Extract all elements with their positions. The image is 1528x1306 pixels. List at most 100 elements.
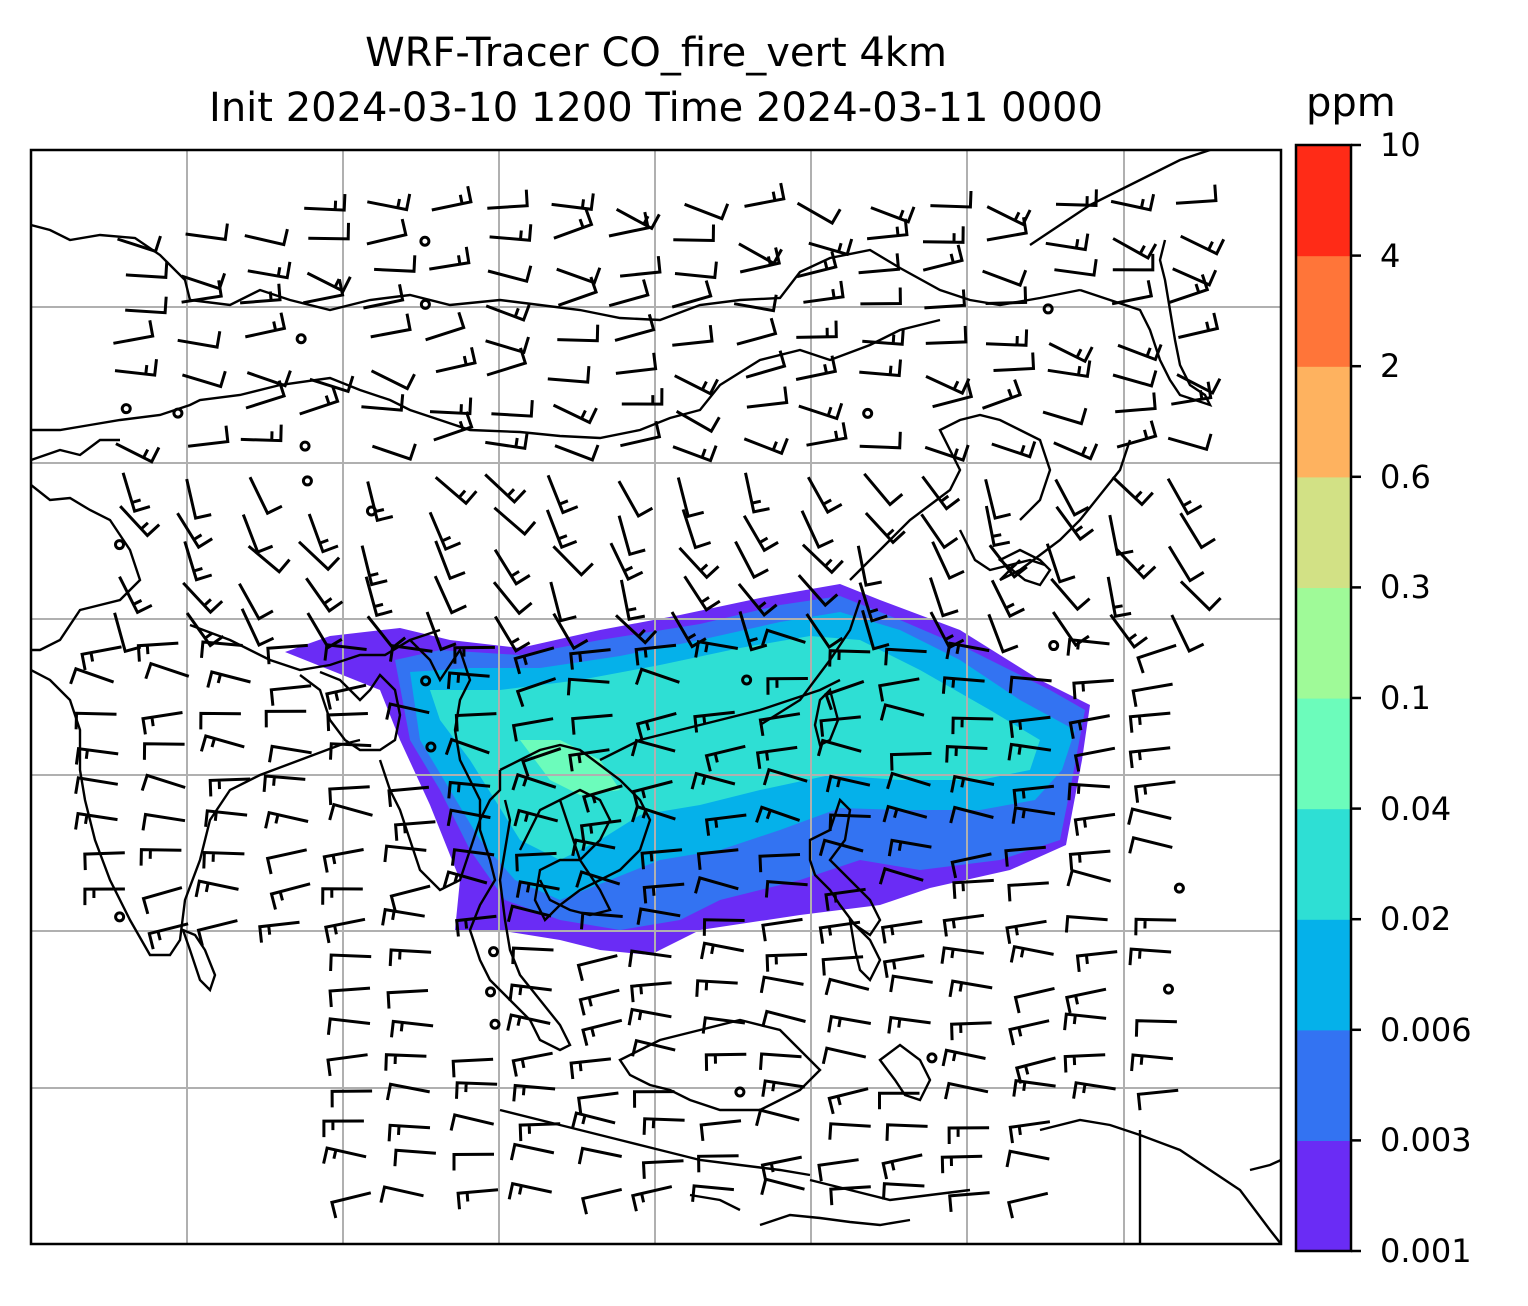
wind-barb [177, 331, 222, 349]
wind-barb [181, 370, 227, 389]
wind-barb [269, 882, 311, 910]
wind-barb [511, 1051, 553, 1077]
wind-barb [322, 1146, 367, 1164]
wind-barb [303, 279, 345, 305]
wind-barb [551, 193, 595, 211]
wind-barb [761, 1009, 806, 1028]
wind-barb [636, 907, 681, 925]
wind-barb [696, 848, 739, 870]
wind-barb [452, 1152, 495, 1171]
colorbar-swatch [1296, 145, 1351, 257]
wind-barb [827, 1087, 869, 1115]
wind-barb [366, 218, 408, 246]
wind-barb [196, 919, 238, 947]
wind-barb [553, 208, 594, 240]
wind-barb [326, 712, 368, 732]
map-frame [29, 148, 1283, 1246]
wind-barb [931, 541, 965, 580]
wind-barb [619, 255, 662, 278]
wind-barb [676, 477, 705, 519]
wind-barb [1007, 881, 1049, 902]
calm-wind-circle [301, 475, 313, 487]
wind-barb [1005, 1149, 1050, 1168]
wind-barb [882, 1182, 925, 1200]
wind-barb [244, 312, 287, 339]
wind-barb [379, 1185, 424, 1203]
wind-barb [866, 218, 909, 241]
calm-wind-circle [1173, 882, 1185, 894]
wind-barb [882, 804, 928, 823]
wind-barb [922, 226, 965, 244]
wind-barb [951, 716, 994, 735]
wind-barb [509, 1142, 555, 1161]
wind-barb [879, 703, 925, 721]
wind-barb [442, 870, 488, 888]
wind-barb [266, 643, 308, 665]
wind-barb [631, 1185, 673, 1212]
wind-barb [886, 771, 931, 790]
wind-barb [1007, 742, 1052, 761]
wind-barb [630, 738, 676, 757]
wind-barb [986, 205, 1032, 227]
wind-barb [860, 287, 902, 306]
wind-barb [734, 540, 769, 580]
wind-barb [515, 880, 560, 898]
wind-barb [113, 612, 142, 654]
wind-barb [1055, 505, 1095, 542]
calm-wind-circle [420, 675, 432, 687]
wind-barb [240, 424, 283, 443]
wind-barb [582, 784, 623, 813]
wind-barb [1072, 1081, 1116, 1099]
wind-barb [761, 628, 806, 646]
colorbar-tick-label: 0.04 [1380, 789, 1452, 828]
wind-barb [383, 844, 427, 863]
wind-barb [258, 920, 300, 943]
wind-barb [511, 772, 557, 791]
wind-barb [1063, 1012, 1107, 1031]
wind-barb [1134, 1019, 1177, 1037]
wind-barb [74, 811, 118, 830]
wind-barb [1051, 611, 1090, 648]
wind-barb [381, 907, 425, 926]
wind-barb [206, 670, 251, 688]
wind-barb [803, 280, 845, 304]
wind-barb [329, 742, 372, 760]
wind-barb [1136, 1088, 1179, 1111]
wind-barb [1172, 267, 1218, 287]
wind-barb [119, 505, 161, 538]
wind-barb [1112, 370, 1158, 388]
wind-barb [930, 190, 973, 209]
wind-barb [1112, 253, 1155, 272]
wind-barb [182, 581, 224, 615]
wind-barb [674, 261, 718, 280]
wind-barb [299, 385, 340, 416]
wind-barb [1053, 441, 1099, 461]
wind-barb [795, 355, 838, 381]
wind-barb [922, 244, 964, 272]
wind-barb [367, 193, 412, 212]
wind-barb [1066, 868, 1112, 887]
wind-barb [455, 1081, 498, 1099]
wind-barb [141, 711, 183, 735]
wind-barb [924, 444, 970, 463]
wind-barb [521, 747, 562, 778]
wind-barb [764, 879, 808, 898]
wind-barb [208, 777, 251, 797]
wind-barb [991, 441, 1037, 459]
wind-barb [628, 949, 672, 968]
wind-barb [393, 820, 436, 841]
wind-barb [862, 328, 905, 346]
wind-barb [444, 737, 490, 756]
wind-barb [579, 819, 622, 842]
wind-barb [642, 882, 685, 904]
calm-wind-circle [1042, 303, 1054, 315]
wind-barb [370, 369, 416, 391]
wind-barb [390, 1019, 434, 1038]
wind-barb [74, 711, 117, 730]
map-title-line1: WRF-Tracer CO_fire_vert 4km [365, 30, 947, 76]
wind-barb [1011, 806, 1056, 824]
wind-barb [758, 712, 801, 737]
wind-barb [326, 1017, 371, 1035]
wind-barb [141, 886, 183, 915]
wind-barb [945, 745, 988, 763]
